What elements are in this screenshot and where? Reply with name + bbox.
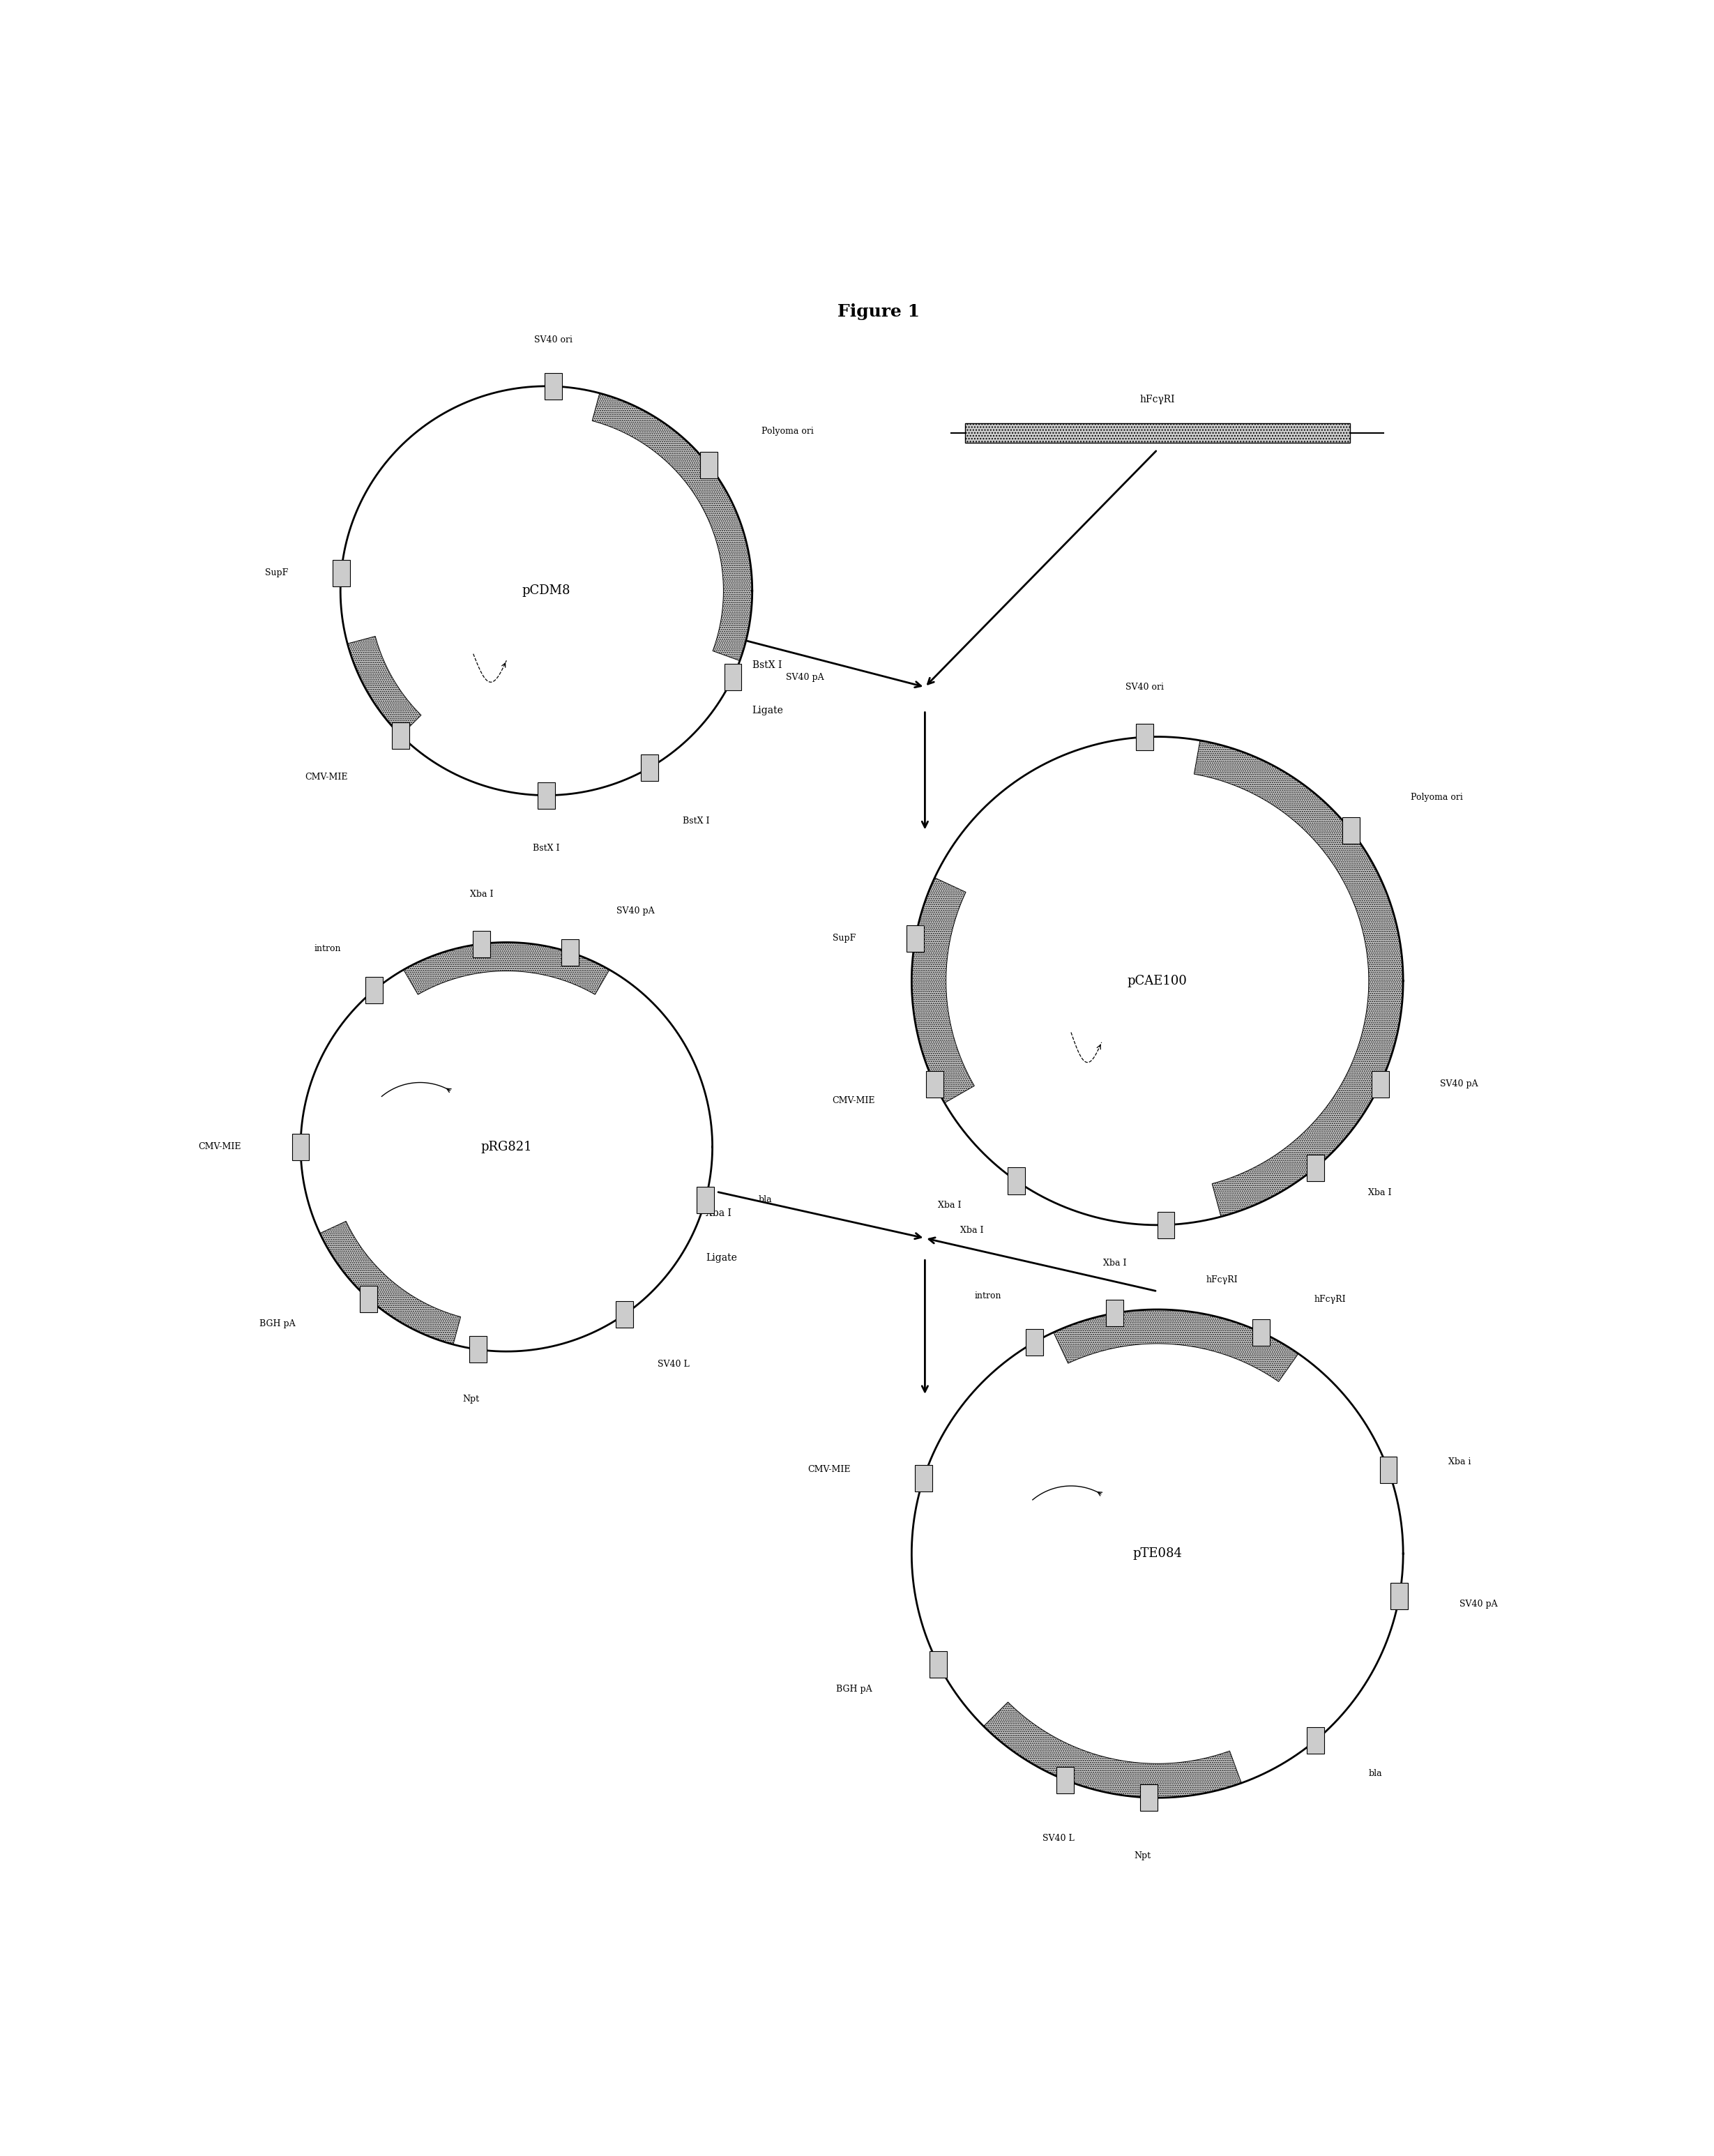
Polygon shape xyxy=(1054,1309,1297,1382)
Text: hFcγRI: hFcγRI xyxy=(1207,1274,1238,1285)
Bar xyxy=(562,940,579,966)
Text: BGH pA: BGH pA xyxy=(259,1319,295,1328)
Text: intron: intron xyxy=(975,1291,1001,1300)
Bar xyxy=(545,373,562,399)
Text: Xba i: Xba i xyxy=(1448,1457,1471,1466)
Bar xyxy=(360,1285,377,1313)
Bar xyxy=(907,925,924,951)
Bar xyxy=(699,451,716,479)
Text: pTE084: pTE084 xyxy=(1133,1548,1183,1561)
Bar xyxy=(929,1651,948,1677)
Text: Xba I: Xba I xyxy=(938,1201,962,1210)
Text: Xba I: Xba I xyxy=(470,890,494,899)
Text: SV40 ori: SV40 ori xyxy=(1126,683,1164,692)
Text: SupF: SupF xyxy=(833,934,855,942)
Bar xyxy=(1136,724,1154,750)
Text: SV40 L: SV40 L xyxy=(658,1360,689,1369)
Bar xyxy=(725,664,742,690)
Text: CMV-MIE: CMV-MIE xyxy=(197,1143,240,1151)
Text: bla: bla xyxy=(759,1194,773,1205)
Text: BstX I: BstX I xyxy=(752,660,782,671)
Text: hFcγRI: hFcγRI xyxy=(1140,395,1176,405)
Bar xyxy=(538,783,555,808)
Polygon shape xyxy=(984,1701,1241,1798)
Text: CMV-MIE: CMV-MIE xyxy=(831,1095,874,1106)
Bar xyxy=(393,722,410,748)
Text: pCDM8: pCDM8 xyxy=(523,584,571,597)
Bar xyxy=(615,1302,632,1328)
Bar xyxy=(915,1464,932,1492)
Polygon shape xyxy=(591,392,752,660)
Text: Figure 1: Figure 1 xyxy=(836,304,920,321)
Bar xyxy=(1371,1072,1388,1097)
Text: pRG821: pRG821 xyxy=(482,1141,531,1153)
Polygon shape xyxy=(321,1220,461,1345)
Text: BGH pA: BGH pA xyxy=(836,1684,872,1695)
Text: Xba I: Xba I xyxy=(1104,1259,1126,1268)
Bar xyxy=(333,561,350,586)
Bar xyxy=(1140,1785,1157,1811)
Text: Npt: Npt xyxy=(1133,1852,1150,1861)
Text: BstX I: BstX I xyxy=(533,843,560,854)
Bar xyxy=(291,1134,309,1160)
Bar xyxy=(1058,1766,1075,1794)
Bar xyxy=(965,423,1351,442)
Polygon shape xyxy=(348,636,422,735)
Bar xyxy=(1306,1156,1323,1181)
Polygon shape xyxy=(912,877,974,1104)
Text: SV40 pA: SV40 pA xyxy=(1459,1600,1498,1608)
Text: SupF: SupF xyxy=(266,569,288,578)
Text: SV40 pA: SV40 pA xyxy=(787,673,824,681)
Text: intron: intron xyxy=(314,944,341,953)
Bar xyxy=(473,931,490,957)
Bar xyxy=(365,977,382,1003)
Text: Xba I: Xba I xyxy=(706,1207,732,1218)
Polygon shape xyxy=(1195,740,1404,1216)
Bar xyxy=(1380,1457,1397,1483)
Text: SV40 pA: SV40 pA xyxy=(1440,1080,1477,1089)
Text: SV40 pA: SV40 pA xyxy=(617,906,655,916)
Text: hFcγRI: hFcγRI xyxy=(1315,1294,1345,1304)
Text: SV40 L: SV40 L xyxy=(1042,1833,1075,1843)
Bar xyxy=(641,755,658,780)
Text: BstX I: BstX I xyxy=(682,817,710,826)
Polygon shape xyxy=(403,942,610,994)
Bar xyxy=(1342,817,1359,843)
Bar xyxy=(1390,1583,1407,1608)
Text: Xba I: Xba I xyxy=(1368,1188,1392,1197)
Text: pCAE100: pCAE100 xyxy=(1128,975,1188,987)
Bar xyxy=(696,1186,715,1214)
Text: Npt: Npt xyxy=(463,1395,480,1404)
Bar xyxy=(1253,1319,1270,1345)
Bar xyxy=(1157,1212,1174,1238)
Text: Polyoma ori: Polyoma ori xyxy=(1411,793,1464,802)
Text: Polyoma ori: Polyoma ori xyxy=(761,427,814,436)
Bar xyxy=(1106,1300,1123,1326)
Bar xyxy=(1306,1727,1323,1755)
Text: Xba I: Xba I xyxy=(960,1227,984,1235)
Bar xyxy=(1027,1328,1044,1356)
Bar xyxy=(1008,1169,1025,1194)
Bar xyxy=(470,1337,487,1363)
Text: CMV-MIE: CMV-MIE xyxy=(807,1466,850,1475)
Text: CMV-MIE: CMV-MIE xyxy=(305,772,348,780)
Text: bla: bla xyxy=(1368,1770,1381,1779)
Text: Ligate: Ligate xyxy=(752,705,783,716)
Text: Ligate: Ligate xyxy=(706,1253,737,1263)
Bar xyxy=(926,1072,943,1097)
Text: SV40 ori: SV40 ori xyxy=(535,336,572,345)
